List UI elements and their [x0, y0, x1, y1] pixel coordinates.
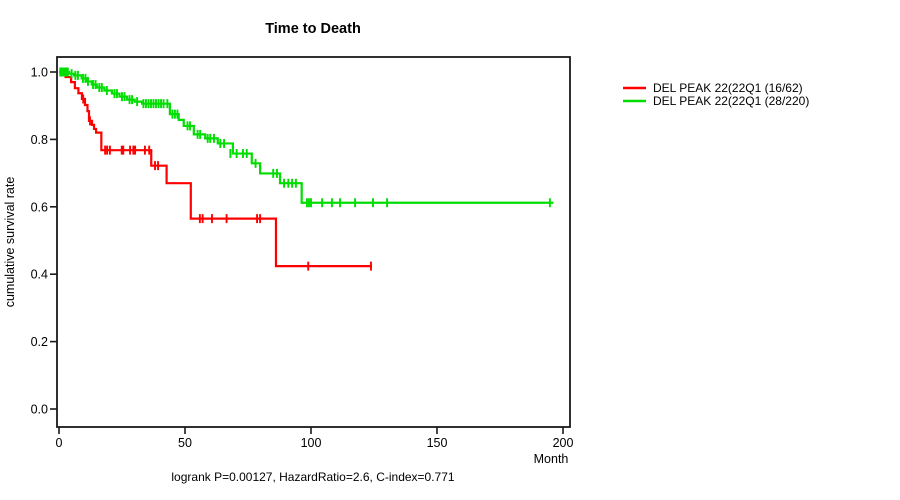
legend: DEL PEAK 22(22Q1 (16/62)DEL PEAK 22(22Q1… — [623, 81, 809, 108]
y-tick-label: 0.2 — [31, 335, 48, 349]
x-tick-label: 200 — [553, 436, 574, 450]
y-axis-title: cumulative survival rate — [3, 177, 17, 308]
chart-title: Time to Death — [265, 21, 361, 37]
x-tick-label: 50 — [178, 436, 192, 450]
plot-area: 0 50 100 150 200 0.0 0.2 0.4 0.6 0.8 1.0 — [31, 56, 574, 450]
y-tick-label: 0.0 — [31, 403, 48, 417]
x-tick-label: 150 — [427, 436, 448, 450]
y-tick-label: 1.0 — [31, 66, 48, 80]
survival-curve-red — [59, 70, 372, 268]
legend-item-green: DEL PEAK 22(22Q1 (28/220) — [623, 94, 809, 108]
censor-ticks-red — [61, 67, 372, 271]
legend-label: DEL PEAK 22(22Q1 (28/220) — [653, 94, 809, 108]
x-tick-label: 100 — [301, 436, 322, 450]
x-axis-title: Month — [534, 452, 569, 466]
legend-label: DEL PEAK 22(22Q1 (16/62) — [653, 81, 803, 95]
legend-item-red: DEL PEAK 22(22Q1 (16/62) — [623, 81, 803, 95]
censor-ticks-green — [59, 67, 551, 208]
y-tick-label: 0.4 — [31, 268, 48, 282]
plot-frame — [56, 56, 571, 428]
y-tick-label: 0.6 — [31, 200, 48, 214]
y-tick-label: 0.8 — [31, 133, 48, 147]
survival-curve-green — [59, 70, 554, 204]
stats-annotation: logrank P=0.00127, HazardRatio=2.6, C-in… — [171, 470, 455, 484]
x-tick-label: 0 — [56, 436, 63, 450]
